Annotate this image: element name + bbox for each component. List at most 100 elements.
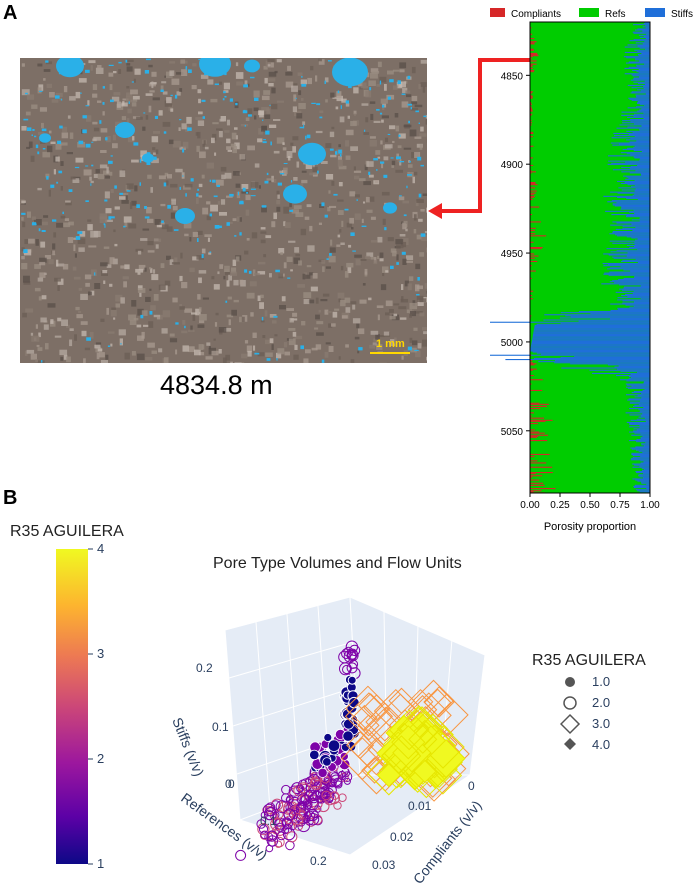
stiffs-area	[533, 333, 650, 335]
grain	[134, 68, 141, 75]
grain	[374, 257, 377, 263]
stiffs-area	[531, 343, 650, 345]
compliants-area	[530, 27, 532, 29]
stiffs-area	[640, 415, 650, 417]
stiffs-area	[628, 398, 650, 400]
grain	[361, 82, 367, 86]
point-class-2	[266, 830, 278, 842]
stiffs-area	[627, 296, 650, 298]
grain	[66, 324, 70, 328]
grain	[59, 349, 68, 356]
grain	[113, 92, 121, 96]
stiffs-area	[634, 113, 650, 115]
grain	[315, 314, 320, 320]
legend-symbol-circle-open	[563, 696, 577, 710]
grain	[212, 122, 219, 125]
grain	[329, 131, 335, 138]
stiffs-area	[637, 45, 650, 47]
grain	[37, 347, 43, 351]
grain	[218, 131, 223, 138]
grain	[126, 183, 134, 189]
grain	[350, 121, 357, 127]
grain	[329, 247, 336, 253]
stiffs-area	[610, 267, 650, 269]
stiffs-area	[617, 297, 650, 299]
grain	[337, 155, 342, 160]
stiffs-area	[629, 423, 650, 425]
grain	[353, 170, 362, 173]
stiffs-area	[623, 175, 650, 177]
stiffs-area	[607, 163, 650, 165]
grain	[147, 241, 154, 246]
pore-speck	[265, 130, 270, 135]
stiffs-area	[629, 402, 650, 404]
compliants-area	[530, 70, 535, 72]
grain	[119, 338, 123, 346]
stiffs-area	[619, 284, 650, 286]
grain	[37, 63, 43, 67]
grain	[406, 255, 414, 261]
grain	[399, 234, 406, 237]
stiffs-area	[532, 338, 650, 340]
grain	[36, 344, 40, 347]
grain	[296, 161, 300, 168]
grain	[100, 128, 108, 133]
grain	[162, 91, 168, 95]
pore-speck	[60, 98, 63, 101]
x-tick-0.1: 0.1	[260, 814, 277, 828]
grain	[66, 152, 73, 155]
stiffs-area	[639, 158, 650, 160]
stiffs-area	[641, 125, 650, 127]
grain	[380, 98, 388, 104]
grain	[202, 143, 205, 150]
stiffs-area	[623, 287, 650, 289]
point-class-2	[291, 782, 304, 795]
grain	[325, 174, 334, 180]
grain	[392, 140, 395, 143]
point-class-2	[286, 795, 294, 804]
grain	[213, 338, 216, 341]
compliants-area	[530, 132, 534, 134]
grain	[75, 91, 81, 99]
stiffs-area	[631, 223, 650, 225]
pore-speck	[396, 156, 401, 160]
grain	[124, 264, 130, 270]
pore-speck	[415, 110, 419, 113]
grain	[33, 219, 42, 226]
grain	[225, 354, 231, 361]
grain	[269, 124, 277, 128]
grain	[132, 95, 140, 100]
grain	[373, 260, 378, 265]
point-class-2	[346, 662, 358, 674]
grain	[339, 229, 342, 233]
grain	[72, 178, 80, 183]
pore-speck	[41, 360, 43, 363]
grain	[415, 311, 423, 314]
log-y-tick-label: 4850	[501, 71, 524, 82]
stiffs-area	[628, 66, 650, 68]
stiffs-area	[640, 433, 650, 435]
grain	[78, 78, 87, 83]
grain	[69, 339, 73, 347]
grain	[329, 205, 337, 208]
grain	[409, 337, 413, 343]
pore-speck	[201, 254, 204, 259]
stiffs-area	[614, 282, 650, 284]
grain	[113, 229, 116, 233]
grain	[142, 228, 150, 231]
grain	[294, 335, 303, 340]
grain	[285, 81, 294, 88]
compliants-area	[530, 41, 537, 43]
pore-speck	[277, 182, 282, 186]
point-class-1	[323, 733, 333, 742]
stiffs-area	[639, 220, 650, 222]
stiffs-area	[603, 273, 650, 275]
stiffs-area	[534, 325, 650, 327]
compliants-area	[530, 405, 547, 407]
pore-speck	[214, 225, 220, 229]
grain	[113, 258, 118, 265]
compliants-area	[530, 122, 533, 124]
grain	[88, 60, 96, 64]
pore-speck	[154, 115, 158, 119]
grain	[166, 71, 173, 79]
